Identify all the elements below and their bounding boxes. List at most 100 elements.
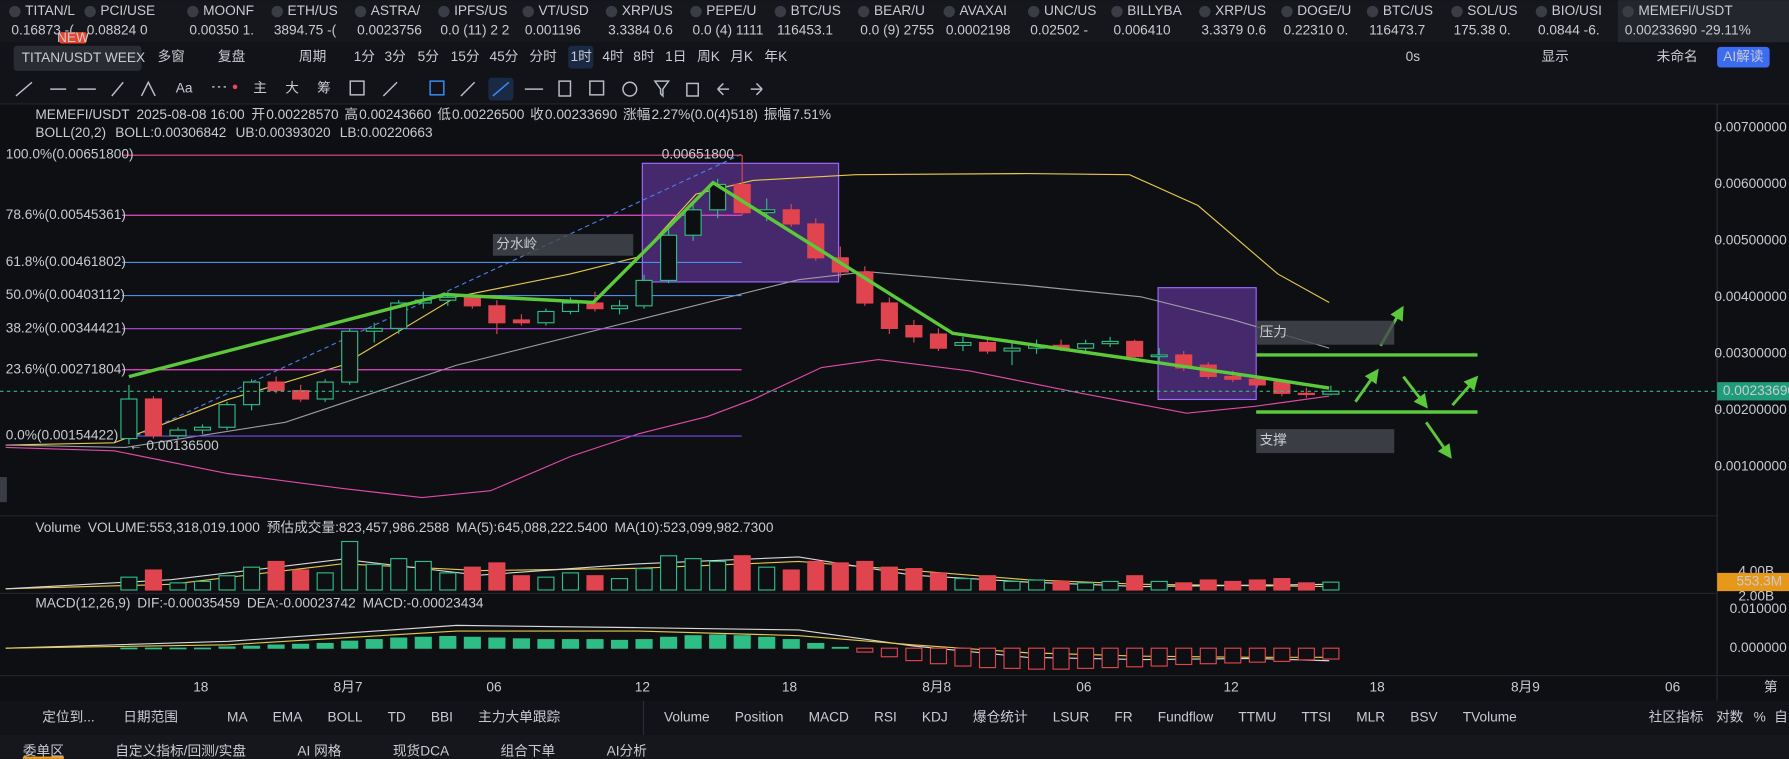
period-option[interactable]: 1分 <box>354 49 376 64</box>
sub-indicator[interactable]: LSUR <box>1053 709 1090 724</box>
ticker-name[interactable]: ASTRA/ <box>371 3 421 18</box>
ticker-name[interactable]: TITAN/L <box>25 3 75 18</box>
ai-button-bg[interactable] <box>1717 46 1770 68</box>
ticker-price[interactable]: 0.006410 <box>1114 23 1171 38</box>
sub-indicator[interactable]: MLR <box>1356 709 1385 724</box>
percent-toggle[interactable]: % <box>1754 709 1766 724</box>
period-option[interactable]: 5分 <box>418 49 440 64</box>
ticker-price[interactable]: 0.00350 1. <box>189 23 254 38</box>
ticker-price[interactable]: 175.38 0. <box>1454 23 1511 38</box>
ticker-name[interactable]: IPFS/US <box>454 3 507 18</box>
ticker-price[interactable]: 0.02502 - <box>1030 23 1088 38</box>
ticker-name[interactable]: ETH/US <box>288 3 338 18</box>
period-option[interactable]: 4时 <box>602 49 624 64</box>
bottom-tab[interactable]: 组合下单 <box>500 744 555 759</box>
ticker-name[interactable]: MOONF <box>203 3 254 18</box>
draw-tool-icons[interactable] <box>15 80 763 98</box>
log-toggle[interactable]: 对数 <box>1716 709 1744 724</box>
ticker-name[interactable]: DOGE/U <box>1297 3 1351 18</box>
tool-big[interactable]: 大 <box>285 81 299 96</box>
ticker-name[interactable]: SOL/US <box>1467 3 1517 18</box>
ticker-price[interactable]: 0.001196 <box>525 23 581 38</box>
symbol[interactable]: TITAN/USDT WEEX <box>22 50 145 65</box>
ticker-price[interactable]: 3.3384 0.6 <box>608 23 673 38</box>
ticker-price[interactable]: 0.0844 -6. <box>1538 23 1600 38</box>
ticker-name[interactable]: PEPE/U <box>706 3 756 18</box>
ticker-price[interactable]: 116473.7 <box>1369 23 1425 38</box>
ticker-name[interactable]: AVAXAI <box>960 3 1007 18</box>
sub-indicator[interactable]: TVolume <box>1463 709 1517 724</box>
ticker-name[interactable]: XRP/US <box>622 3 673 18</box>
sub-indicator[interactable]: RSI <box>874 709 897 724</box>
sub-indicator[interactable]: BSV <box>1410 709 1438 724</box>
ticker-name[interactable]: VT/USD <box>539 3 589 18</box>
auto-toggle[interactable]: 自 <box>1774 709 1788 724</box>
sub-indicator[interactable]: FR <box>1114 709 1132 724</box>
period-option[interactable]: 年K <box>764 49 787 64</box>
ticker-price[interactable]: 3894.75 -( <box>274 23 337 38</box>
ticker-price[interactable]: 0.0002198 <box>946 23 1011 38</box>
period-option[interactable]: 45分 <box>489 49 518 64</box>
sub-indicator[interactable]: 爆仓统计 <box>973 709 1028 724</box>
display[interactable]: 显示 <box>1541 49 1568 64</box>
ticker-name[interactable]: MEMEFI/USDT <box>1638 3 1733 18</box>
ticker-price[interactable]: 0.00233690 -29.11% <box>1625 23 1751 38</box>
sub-indicator[interactable]: MACD <box>809 709 849 724</box>
sub-indicator[interactable]: TTSI <box>1301 709 1331 724</box>
date-range[interactable]: 日期范围 <box>123 709 178 724</box>
ticker-price[interactable]: 0.0 (9) 2755 <box>860 23 934 38</box>
ticker-name[interactable]: BEAR/U <box>874 3 925 18</box>
bottom-tab[interactable]: 委单区 <box>23 744 64 759</box>
symbol-button[interactable] <box>13 45 142 71</box>
ticker-name[interactable]: BIO/USI <box>1552 3 1602 18</box>
ticker-price[interactable]: 3.3379 0.6 <box>1201 23 1266 38</box>
multi-window[interactable]: 多窗 <box>157 48 184 64</box>
main-indicator[interactable]: BBI <box>431 709 453 724</box>
ticker-name[interactable]: BTC/US <box>791 3 841 18</box>
main-indicator[interactable]: 主力大单跟踪 <box>478 709 560 724</box>
sub-indicator[interactable]: Fundflow <box>1158 709 1214 724</box>
ticker-name[interactable]: BILLYBA <box>1127 3 1182 18</box>
ai-button[interactable]: AI解读 <box>1723 49 1764 64</box>
period-option[interactable]: 3分 <box>384 49 406 64</box>
period-option[interactable]: 15分 <box>451 49 480 64</box>
ticker-price[interactable]: 0.08824 0 <box>87 23 148 38</box>
main-indicator[interactable]: TD <box>388 709 406 724</box>
ticker-price[interactable]: 0.22310 0. <box>1284 23 1349 38</box>
bottom-tab[interactable]: 现货DCA <box>393 743 450 759</box>
sub-indicator[interactable]: TTMU <box>1238 709 1276 724</box>
ticker-price[interactable]: 0.0 (4) 1111 <box>693 23 764 38</box>
sub-indicator[interactable]: Volume <box>664 709 710 724</box>
bottom-tab[interactable]: 自定义指标/回测/实盘 <box>115 743 246 759</box>
ticker-name[interactable]: UNC/US <box>1044 3 1096 18</box>
community[interactable]: 社区指标 <box>1649 709 1704 724</box>
period-option[interactable]: 分时 <box>529 49 557 64</box>
ticker-price[interactable]: 0.0023756 <box>357 23 422 38</box>
sub-indicator[interactable]: Position <box>735 709 784 724</box>
replay[interactable]: 复盘 <box>218 48 246 64</box>
ticker-name[interactable]: PCI/USE <box>100 3 155 18</box>
text-tool[interactable]: Aa <box>176 81 193 96</box>
ticker-price[interactable]: 116453.1 <box>777 23 833 38</box>
bottom-tab[interactable]: AI分析 <box>607 744 648 759</box>
side-handle[interactable] <box>0 477 7 503</box>
bottom-tab[interactable]: AI 网格 <box>297 744 341 759</box>
ticker-name[interactable]: XRP/US <box>1215 3 1266 18</box>
ticker-price[interactable]: 0.0 (11) 2 2 <box>440 23 509 38</box>
sub-indicator[interactable]: KDJ <box>922 709 948 724</box>
period-option[interactable]: 1日 <box>665 49 686 64</box>
main-indicator[interactable]: MA <box>227 709 248 724</box>
layout-name[interactable]: 未命名 <box>1657 48 1698 64</box>
ticker-price[interactable]: 0.16873 -( <box>11 23 74 38</box>
tool-main[interactable]: 主 <box>253 81 267 96</box>
period[interactable]: 周期 <box>299 49 326 64</box>
ticker-name[interactable]: BTC/US <box>1383 3 1433 18</box>
locate[interactable]: 定位到... <box>42 709 94 724</box>
period-option[interactable]: 月K <box>730 49 753 64</box>
main-indicator[interactable]: EMA <box>273 709 304 724</box>
period-option[interactable]: 1时 <box>570 49 592 64</box>
main-indicator[interactable]: BOLL <box>327 709 362 724</box>
period-option[interactable]: 8时 <box>633 49 655 64</box>
tool-chips[interactable]: 筹 <box>317 80 331 96</box>
period-option[interactable]: 周K <box>697 49 720 64</box>
